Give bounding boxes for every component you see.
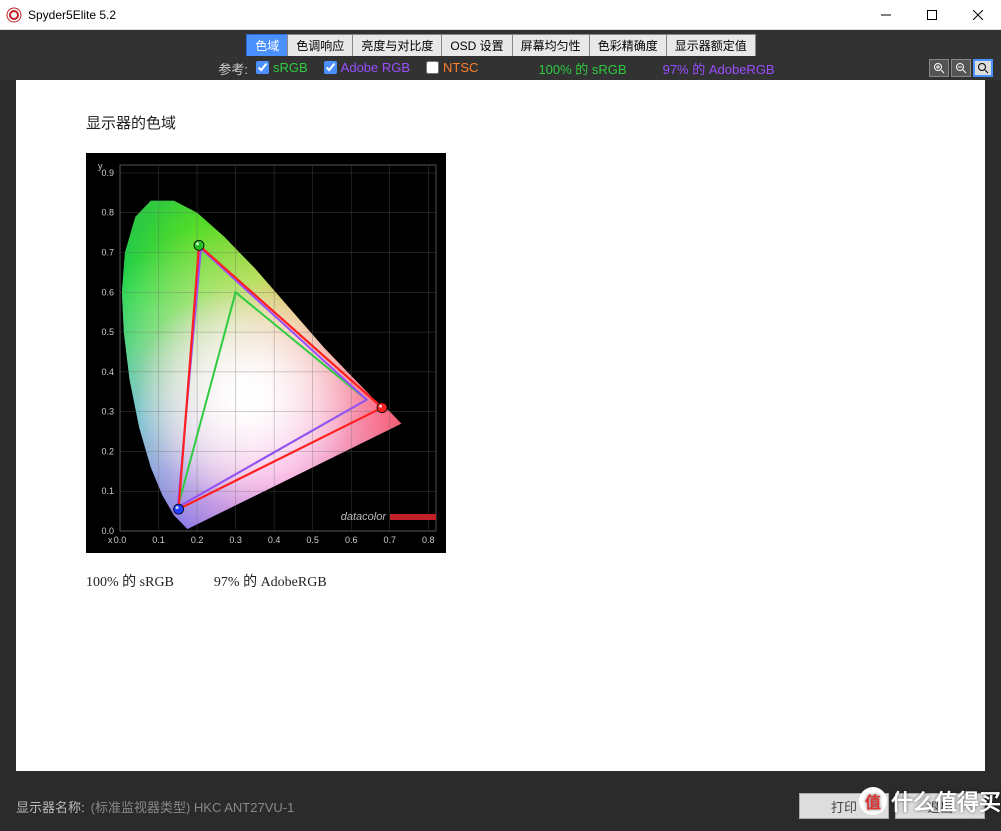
section-title: 显示器的色域 <box>86 112 969 133</box>
zoom-in-button[interactable] <box>929 59 949 77</box>
ref-checkbox-ntsc[interactable] <box>426 61 439 74</box>
tabs-row: 色域色调响应亮度与对比度OSD 设置屏幕均匀性色彩精确度显示器额定值 <box>0 30 1001 56</box>
tab-5[interactable]: 色彩精确度 <box>589 34 667 56</box>
ref-label-ntsc: NTSC <box>443 60 478 75</box>
ref-checkbox-srgb[interactable] <box>256 61 269 74</box>
tab-4[interactable]: 屏幕均匀性 <box>512 34 590 56</box>
svg-text:y: y <box>98 161 103 171</box>
zoom-out-button[interactable] <box>951 59 971 77</box>
zoom-group <box>929 59 993 77</box>
window-titlebar: Spyder5Elite 5.2 <box>0 0 1001 30</box>
brand-text: datacolor <box>341 511 386 523</box>
window-minimize-button[interactable] <box>863 0 909 30</box>
zoom-fit-button[interactable] <box>973 59 993 77</box>
svg-text:0.1: 0.1 <box>152 535 165 545</box>
ref-summary-0: 100% 的 sRGB <box>538 59 626 78</box>
svg-text:0.7: 0.7 <box>101 248 114 258</box>
brand-bar <box>390 514 436 520</box>
window-maximize-button[interactable] <box>909 0 955 30</box>
tab-2[interactable]: 亮度与对比度 <box>352 34 442 56</box>
svg-text:0.6: 0.6 <box>345 535 358 545</box>
ref-item-adobe: Adobe RGB <box>324 60 410 75</box>
ref-item-srgb: sRGB <box>256 60 308 75</box>
svg-text:0.2: 0.2 <box>101 446 114 456</box>
stat-1: 97% 的 AdobeRGB <box>214 575 327 590</box>
svg-text:0.5: 0.5 <box>101 327 114 337</box>
svg-text:0.4: 0.4 <box>268 535 281 545</box>
content-panel: 显示器的色域 0.00.10.20.30.40.50.60.70.80.00.1… <box>16 80 985 771</box>
svg-text:0.7: 0.7 <box>383 535 396 545</box>
monitor-label: 显示器名称: <box>16 797 85 816</box>
datacolor-brand: datacolor <box>341 511 436 523</box>
svg-text:0.8: 0.8 <box>101 208 114 218</box>
svg-text:0.5: 0.5 <box>306 535 319 545</box>
print-button[interactable]: 打印 <box>799 793 889 819</box>
tab-6[interactable]: 显示器额定值 <box>666 34 756 56</box>
svg-text:0.1: 0.1 <box>101 486 114 496</box>
gamut-stats: 100% 的 sRGB 97% 的 AdobeRGB <box>86 571 969 591</box>
svg-text:0.3: 0.3 <box>229 535 242 545</box>
ref-label-adobe: Adobe RGB <box>341 60 410 75</box>
svg-text:0.3: 0.3 <box>101 407 114 417</box>
svg-text:0.8: 0.8 <box>422 535 435 545</box>
gamut-chart: 0.00.10.20.30.40.50.60.70.80.00.10.20.30… <box>86 153 446 553</box>
ref-checkbox-adobe[interactable] <box>324 61 337 74</box>
svg-text:x: x <box>108 535 113 545</box>
window-close-button[interactable] <box>955 0 1001 30</box>
ref-label-srgb: sRGB <box>273 60 308 75</box>
app-frame: 色域色调响应亮度与对比度OSD 设置屏幕均匀性色彩精确度显示器额定值 参考: s… <box>0 30 1001 831</box>
ref-summary-1: 97% 的 AdobeRGB <box>663 59 775 78</box>
svg-text:0.2: 0.2 <box>191 535 204 545</box>
reference-row: 参考: sRGB Adobe RGB NTSC 100% 的 sRGB 97% 的 A… <box>0 56 1001 80</box>
svg-text:0.4: 0.4 <box>101 367 114 377</box>
monitor-name: (标准监视器类型) HKC ANT27VU-1 <box>91 797 295 816</box>
stat-0: 100% 的 sRGB <box>86 575 174 590</box>
tab-3[interactable]: OSD 设置 <box>441 34 512 56</box>
svg-text:0.9: 0.9 <box>101 168 114 178</box>
tab-0[interactable]: 色域 <box>246 34 288 56</box>
svg-text:0.0: 0.0 <box>114 535 127 545</box>
reference-label: 参考: <box>218 59 248 78</box>
footer: 显示器名称: (标准监视器类型) HKC ANT27VU-1 打印 退出 <box>0 781 1001 831</box>
svg-text:0.6: 0.6 <box>101 287 114 297</box>
window-title: Spyder5Elite 5.2 <box>28 8 863 22</box>
tab-1[interactable]: 色调响应 <box>287 34 353 56</box>
app-icon <box>6 7 22 23</box>
ref-item-ntsc: NTSC <box>426 60 478 75</box>
exit-button[interactable]: 退出 <box>895 793 985 819</box>
